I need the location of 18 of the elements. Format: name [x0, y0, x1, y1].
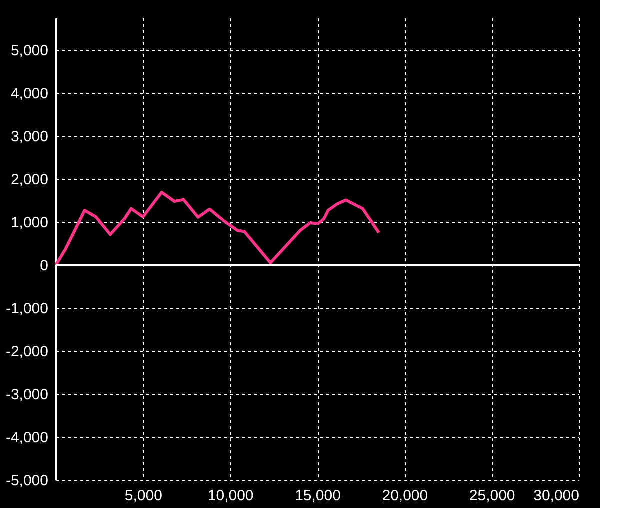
x-tick-label: 25,000 [469, 488, 516, 504]
y-tick-label: 0 [40, 258, 48, 275]
x-tick-label: 15,000 [295, 488, 341, 504]
x-tick-label: 30,000 [534, 488, 580, 504]
y-tick-label: -5,000 [6, 472, 48, 490]
y-tick-label: -3,000 [6, 386, 48, 404]
y-tick-label: -4,000 [6, 430, 48, 447]
x-tick-label: 20,000 [382, 488, 428, 504]
y-tick-label: -2,000 [6, 344, 48, 361]
y-tick-label: 4,000 [10, 86, 48, 103]
y-tick-label: 3,000 [10, 128, 48, 146]
y-tick-label: 2,000 [10, 172, 48, 189]
y-tick-label: 1,000 [10, 214, 48, 232]
line-series [54, 190, 381, 267]
x-tick-label: 10,000 [208, 488, 254, 504]
y-tick-label: 5,000 [10, 42, 48, 60]
y-tick-label: -1,000 [6, 300, 48, 318]
x-tick-label: 5,000 [124, 488, 162, 504]
